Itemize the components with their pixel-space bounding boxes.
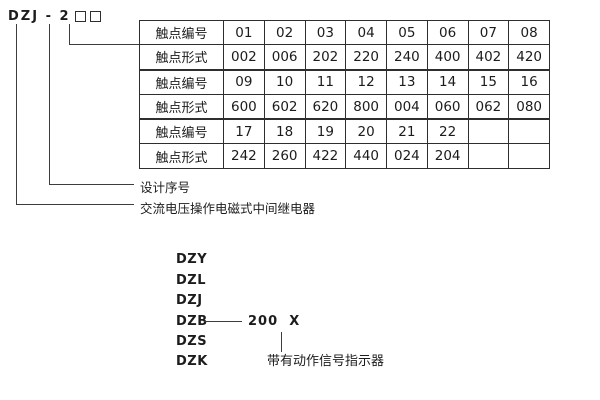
model-item-dzj: DZJ (176, 293, 203, 308)
table-cell: 800 (345, 93, 387, 120)
table-row: 触点编号 09 10 11 12 13 14 15 16 (139, 68, 550, 95)
row-label: 触点形式 (139, 93, 224, 120)
table-cell: 18 (263, 118, 306, 145)
model-code-text: DZJ - 2 (8, 9, 71, 24)
table-cell: 440 (345, 143, 387, 169)
placeholder-box-1 (74, 11, 86, 22)
table-cell: 08 (508, 19, 550, 46)
model-code: DZJ - 2 (8, 9, 101, 24)
connector-line-series-vertical (49, 24, 50, 185)
table-cell: 420 (508, 44, 550, 71)
table-cell: 060 (426, 93, 469, 120)
table-cell: 024 (386, 143, 428, 169)
table-cell: 17 (223, 118, 265, 145)
table-cell: 620 (304, 93, 347, 120)
table-cell: 07 (467, 19, 510, 46)
table-cell: 006 (263, 44, 306, 71)
table-row: 触点编号 17 18 19 20 21 22 (139, 118, 550, 145)
table-row: 触点形式 242 260 422 440 024 204 (139, 143, 550, 169)
table-cell: 422 (304, 143, 347, 169)
table-cell: 004 (386, 93, 428, 120)
table-cell: 13 (386, 68, 428, 95)
table-cell: 600 (223, 93, 265, 120)
table-cell: 19 (304, 118, 347, 145)
dzb-connector-line (204, 321, 242, 322)
table-cell: 15 (467, 68, 510, 95)
table-row: 触点编号 01 02 03 04 05 06 07 08 (139, 19, 550, 46)
row-label: 触点编号 (139, 19, 224, 46)
table-cell: 14 (426, 68, 469, 95)
connector-line-series-horizontal (49, 184, 134, 185)
table-cell: 602 (263, 93, 306, 120)
table-cell (467, 118, 510, 145)
indicator-note-label: 带有动作信号指示器 (267, 354, 385, 369)
table-cell: 16 (508, 68, 550, 95)
connector-line-box-vertical (69, 24, 70, 45)
table-cell (508, 143, 550, 169)
connector-line-type-horizontal (16, 204, 134, 205)
table-cell: 06 (426, 19, 469, 46)
table-cell: 402 (467, 44, 510, 71)
dzb-value-label: 200 X (248, 314, 301, 329)
table-cell: 20 (345, 118, 387, 145)
relay-type-label: 交流电压操作电磁式中间继电器 (140, 201, 316, 216)
table-cell: 04 (345, 19, 387, 46)
table-cell: 220 (345, 44, 387, 71)
contact-table: 触点编号 01 02 03 04 05 06 07 08 触点形式 002 00… (139, 19, 550, 169)
row-label: 触点形式 (139, 143, 224, 169)
row-label: 触点编号 (139, 68, 224, 95)
table-cell (508, 118, 550, 145)
table-cell: 10 (263, 68, 306, 95)
model-item-dzk: DZK (176, 354, 208, 369)
table-cell: 11 (304, 68, 347, 95)
table-cell: 204 (426, 143, 469, 169)
x-indicator-connector-line (281, 332, 282, 352)
model-item-dzb: DZB (176, 314, 208, 329)
connector-line-box-horizontal (69, 44, 140, 45)
placeholder-box-2 (89, 11, 101, 22)
model-item-dzs: DZS (176, 334, 208, 349)
table-cell: 05 (386, 19, 428, 46)
model-item-dzy: DZY (176, 252, 208, 267)
row-label: 触点编号 (139, 118, 224, 145)
table-cell: 400 (426, 44, 469, 71)
table-row: 触点形式 600 602 620 800 004 060 062 080 (139, 93, 550, 120)
design-serial-label: 设计序号 (140, 180, 191, 195)
table-cell: 02 (263, 19, 306, 46)
table-cell: 21 (386, 118, 428, 145)
table-cell: 12 (345, 68, 387, 95)
table-cell: 002 (223, 44, 265, 71)
table-cell: 03 (304, 19, 347, 46)
table-cell: 062 (467, 93, 510, 120)
table-row: 触点形式 002 006 202 220 240 400 402 420 (139, 44, 550, 71)
table-cell (467, 143, 510, 169)
model-item-dzl: DZL (176, 273, 207, 288)
row-label: 触点形式 (139, 44, 224, 71)
table-cell: 22 (426, 118, 469, 145)
table-cell: 09 (223, 68, 265, 95)
connector-line-type-vertical (16, 24, 17, 205)
table-cell: 202 (304, 44, 347, 71)
table-cell: 260 (263, 143, 306, 169)
table-cell: 080 (508, 93, 550, 120)
table-cell: 242 (223, 143, 265, 169)
table-cell: 01 (223, 19, 265, 46)
table-cell: 240 (386, 44, 428, 71)
